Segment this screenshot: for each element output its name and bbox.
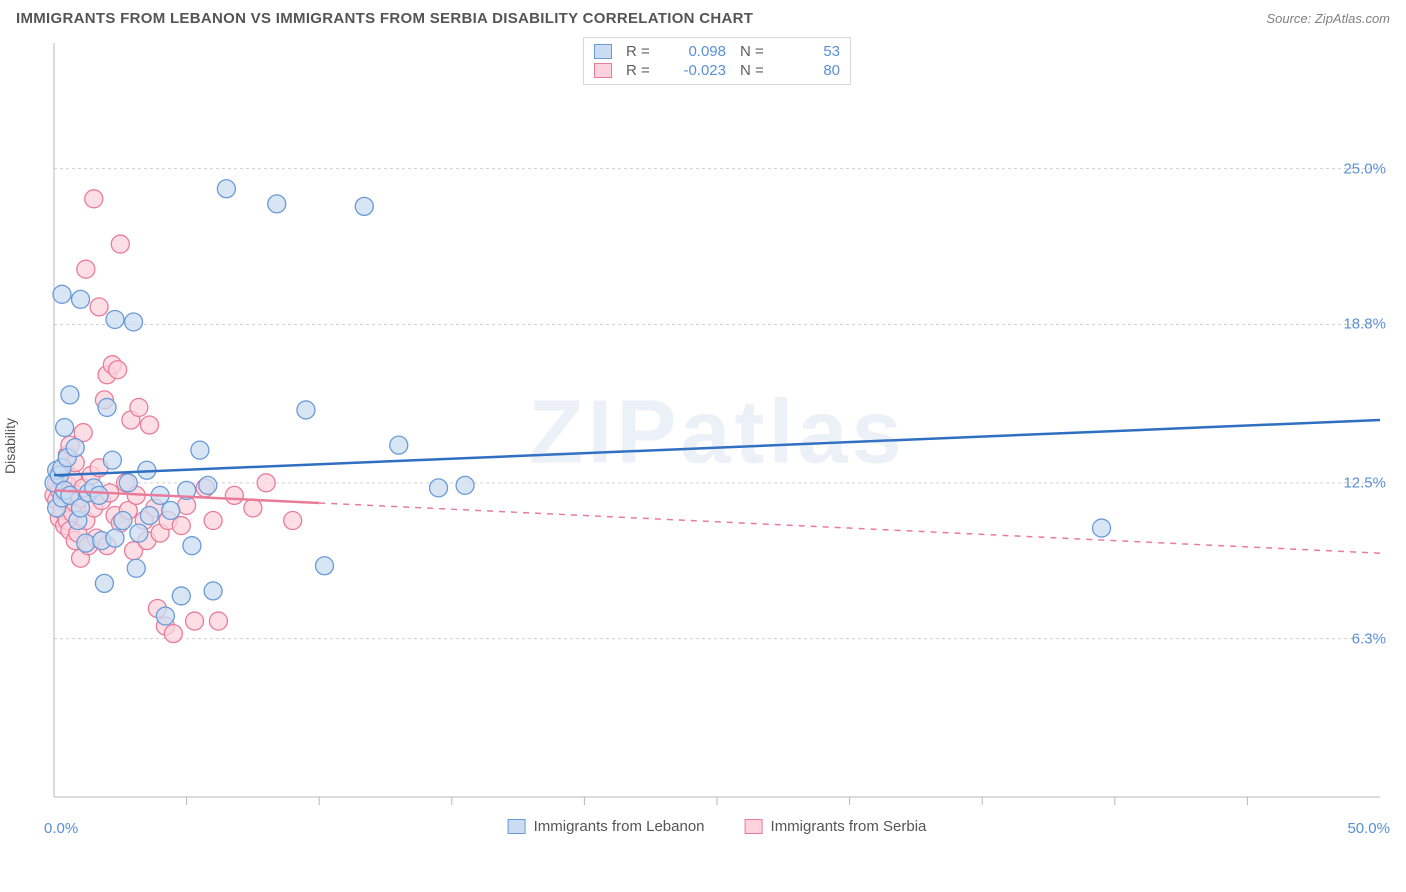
stats-legend-row: R = -0.023 N = 80 — [594, 61, 840, 80]
stat-value: 80 — [784, 62, 840, 79]
series-legend: Immigrants from Lebanon Immigrants from S… — [498, 818, 937, 835]
y-tick-label: 18.8% — [1343, 316, 1386, 333]
legend-swatch — [594, 44, 612, 59]
stat-label: R = — [626, 62, 656, 79]
y-tick-label: 6.3% — [1352, 630, 1386, 647]
scatter-plot — [44, 33, 1390, 833]
legend-swatch — [508, 819, 526, 834]
y-tick-label: 12.5% — [1343, 474, 1386, 491]
chart-title: IMMIGRANTS FROM LEBANON VS IMMIGRANTS FR… — [16, 10, 753, 27]
stat-value: 0.098 — [670, 43, 726, 60]
x-axis-min-label: 0.0% — [44, 820, 78, 837]
series-name: Immigrants from Serbia — [771, 818, 927, 835]
series-legend-item: Immigrants from Serbia — [745, 818, 927, 835]
x-axis-max-label: 50.0% — [1347, 820, 1390, 837]
stat-label: N = — [740, 62, 770, 79]
chart-area: ZIPatlas R =0.098N =53R =-0.023N =80 Imm… — [44, 33, 1390, 833]
stat-label: R = — [626, 43, 656, 60]
series-name: Immigrants from Lebanon — [534, 818, 705, 835]
y-axis-label: Disability — [2, 418, 18, 474]
chart-source: Source: ZipAtlas.com — [1266, 11, 1390, 26]
legend-swatch — [594, 63, 612, 78]
stats-legend: R = 0.098 N = 53 R = -0.023 N = 80 — [583, 37, 851, 85]
y-tick-label: 25.0% — [1343, 160, 1386, 177]
legend-swatch — [745, 819, 763, 834]
stat-value: -0.023 — [670, 62, 726, 79]
stats-legend-row: R = 0.098 N = 53 — [594, 42, 840, 61]
stat-value: 53 — [784, 43, 840, 60]
stat-label: N = — [740, 43, 770, 60]
series-legend-item: Immigrants from Lebanon — [508, 818, 705, 835]
